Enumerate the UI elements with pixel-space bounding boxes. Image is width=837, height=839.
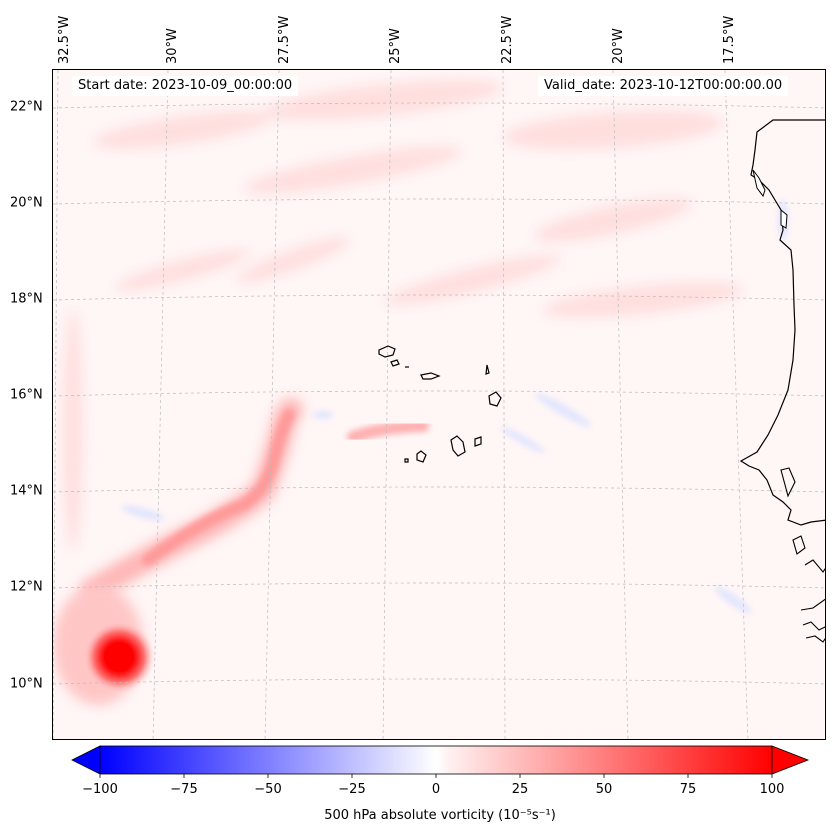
start-date-label: Start date: 2023-10-09_00:00:00 bbox=[72, 76, 299, 96]
valid-date-label: Valid_date: 2023-10-12T00:00:00.00 bbox=[538, 76, 789, 96]
colorbar-tick-label: −75 bbox=[170, 782, 198, 797]
lon-label-32-5w: 32.5°W bbox=[57, 15, 72, 64]
vorticity-band-islands bbox=[347, 420, 429, 443]
colorbar-tick-label: −100 bbox=[82, 782, 118, 797]
colorbar-tick-label: −25 bbox=[338, 782, 366, 797]
colorbar-label: 500 hPa absolute vorticity (10⁻⁵s⁻¹) bbox=[324, 808, 556, 823]
negative-vorticity-patches bbox=[121, 200, 788, 614]
vorticity-map bbox=[53, 70, 825, 739]
coastal-lakes bbox=[752, 169, 788, 229]
colorbar-gradient bbox=[99, 745, 773, 775]
cabo-verde-islands bbox=[378, 345, 502, 463]
map-panel bbox=[52, 69, 826, 740]
cyclone-core bbox=[104, 642, 134, 672]
lat-label-14n: 14°N bbox=[10, 483, 43, 499]
colorbar-tick-label: 100 bbox=[759, 782, 785, 797]
colorbar-tick-marks bbox=[99, 774, 773, 778]
guinea-coastline bbox=[780, 467, 825, 643]
colorbar-tick-label: 75 bbox=[679, 782, 697, 797]
west-africa-coastline bbox=[739, 119, 825, 526]
lat-label-22n: 22°N bbox=[10, 99, 43, 115]
lat-label-20n: 20°N bbox=[10, 195, 43, 211]
weak-vorticity-patches bbox=[63, 79, 743, 550]
lat-label-12n: 12°N bbox=[10, 579, 43, 595]
lon-label-20w: 20°W bbox=[611, 28, 626, 64]
graticule bbox=[53, 70, 825, 739]
lon-label-30w: 30°W bbox=[165, 28, 180, 64]
colorbar-min-extension bbox=[71, 745, 101, 775]
colorbar-tick-label: −50 bbox=[254, 782, 282, 797]
lon-label-25w: 25°W bbox=[388, 28, 403, 64]
colorbar-tick-label: 0 bbox=[431, 782, 441, 797]
lon-label-27-5w: 27.5°W bbox=[277, 15, 292, 64]
colorbar-max-extension bbox=[771, 745, 810, 775]
colorbar-tick-label: 25 bbox=[511, 782, 529, 797]
colorbar-tick-label: 50 bbox=[595, 782, 613, 797]
lat-label-16n: 16°N bbox=[10, 387, 43, 403]
lat-label-10n: 10°N bbox=[10, 676, 43, 692]
vorticity-filament-core bbox=[142, 409, 295, 566]
lat-label-18n: 18°N bbox=[10, 291, 43, 307]
lon-label-17-5w: 17.5°W bbox=[722, 15, 737, 64]
lon-label-22-5w: 22.5°W bbox=[500, 15, 515, 64]
map-background bbox=[53, 70, 825, 739]
